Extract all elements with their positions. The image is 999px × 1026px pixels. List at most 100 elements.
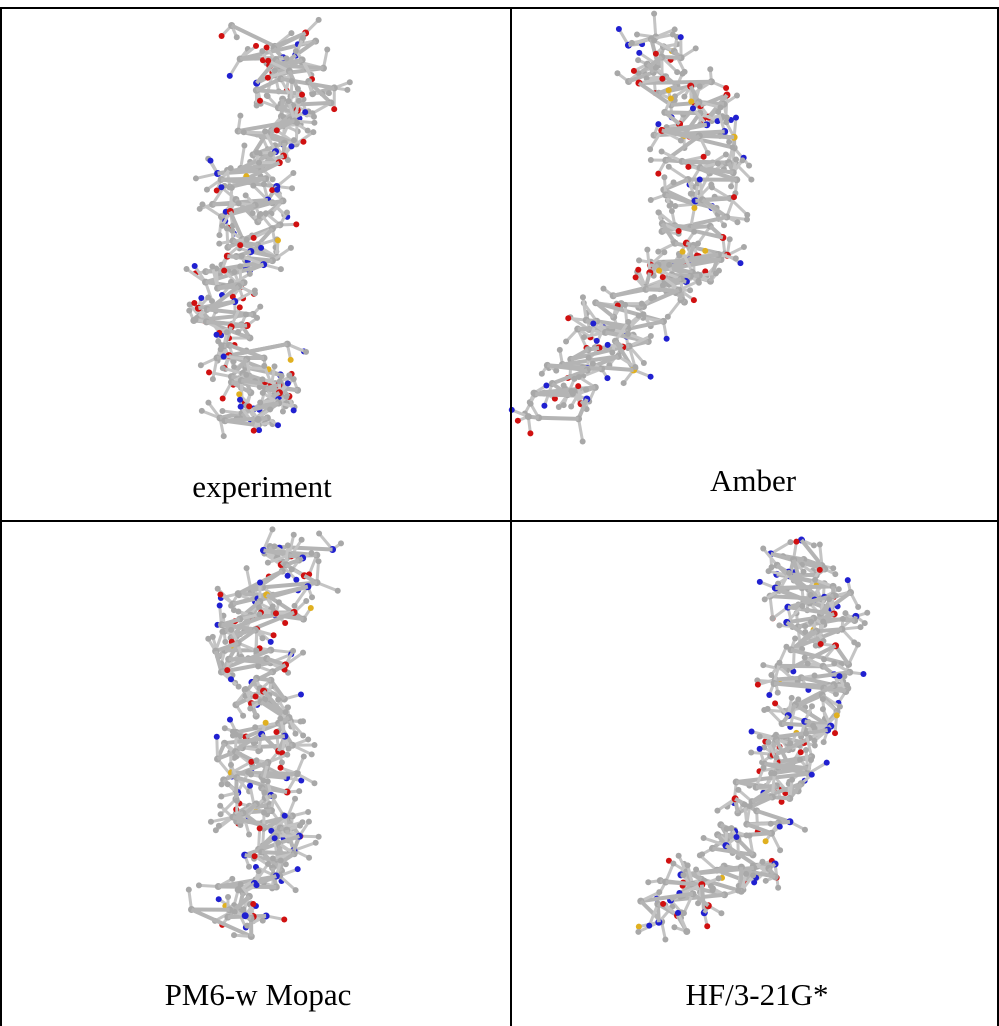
atom bbox=[570, 391, 576, 397]
atom bbox=[770, 615, 776, 621]
atom bbox=[243, 372, 249, 378]
atom bbox=[655, 209, 661, 215]
atom bbox=[263, 210, 269, 216]
atom bbox=[227, 717, 233, 723]
atom bbox=[675, 910, 681, 916]
atom bbox=[231, 269, 237, 275]
atom bbox=[678, 137, 684, 143]
atom bbox=[666, 262, 672, 268]
atom bbox=[669, 208, 675, 214]
atom bbox=[256, 160, 262, 166]
atom bbox=[218, 184, 224, 190]
atom bbox=[256, 868, 262, 874]
bond bbox=[229, 659, 267, 660]
atom bbox=[254, 315, 260, 321]
atom bbox=[335, 588, 341, 594]
atom bbox=[198, 295, 204, 301]
atom bbox=[299, 537, 305, 543]
atom bbox=[728, 183, 734, 189]
atom bbox=[707, 66, 713, 72]
atom bbox=[279, 373, 285, 379]
atom bbox=[224, 667, 230, 673]
atom bbox=[246, 864, 252, 870]
atom bbox=[252, 693, 258, 699]
atom bbox=[625, 331, 631, 337]
atom bbox=[277, 378, 283, 384]
atom bbox=[294, 771, 300, 777]
panel-label: experiment bbox=[192, 469, 332, 504]
atom bbox=[218, 811, 224, 817]
atom bbox=[776, 622, 782, 628]
atom bbox=[254, 149, 260, 155]
atom bbox=[723, 151, 729, 157]
atom bbox=[284, 210, 290, 216]
atom bbox=[744, 216, 750, 222]
atom bbox=[237, 304, 243, 310]
atom bbox=[734, 92, 740, 98]
atom bbox=[765, 706, 771, 712]
atom bbox=[676, 853, 682, 859]
atom bbox=[693, 867, 699, 873]
atom bbox=[219, 629, 225, 635]
atom bbox=[760, 662, 766, 668]
atom bbox=[237, 242, 243, 248]
atom bbox=[680, 872, 686, 878]
atom bbox=[783, 644, 789, 650]
atom bbox=[293, 48, 299, 54]
atom bbox=[297, 823, 303, 829]
atom bbox=[747, 833, 753, 839]
atom bbox=[739, 157, 745, 163]
atom bbox=[209, 264, 215, 270]
atom bbox=[306, 855, 312, 861]
atom bbox=[199, 408, 205, 414]
atom bbox=[777, 824, 783, 830]
atom bbox=[768, 821, 774, 827]
atom bbox=[726, 139, 732, 145]
atom bbox=[747, 803, 753, 809]
atom bbox=[666, 87, 672, 93]
atom bbox=[648, 374, 654, 380]
atom bbox=[298, 691, 304, 697]
atom bbox=[284, 752, 290, 758]
atom bbox=[214, 332, 220, 338]
atom bbox=[543, 382, 549, 388]
atom bbox=[288, 143, 294, 149]
atom bbox=[691, 229, 697, 235]
atom bbox=[310, 91, 316, 97]
atom bbox=[298, 718, 304, 724]
atom bbox=[270, 855, 276, 861]
atom bbox=[252, 853, 258, 859]
atom bbox=[237, 263, 243, 269]
atom bbox=[763, 878, 769, 884]
atom bbox=[802, 827, 808, 833]
atom bbox=[293, 221, 299, 227]
atom bbox=[313, 840, 319, 846]
atom bbox=[830, 565, 836, 571]
atom bbox=[636, 257, 642, 263]
atom bbox=[271, 632, 277, 638]
atom bbox=[241, 129, 247, 135]
atom bbox=[716, 875, 722, 881]
atom bbox=[316, 834, 322, 840]
atom bbox=[666, 164, 672, 170]
atom bbox=[344, 87, 350, 93]
atom bbox=[695, 278, 701, 284]
atom bbox=[834, 712, 840, 718]
atom bbox=[303, 349, 309, 355]
panel-label: Amber bbox=[710, 463, 797, 498]
atom bbox=[817, 542, 823, 548]
atom bbox=[635, 267, 641, 273]
atom bbox=[278, 765, 284, 771]
atom bbox=[251, 428, 257, 434]
atom bbox=[664, 336, 670, 342]
atom bbox=[648, 333, 654, 339]
atom bbox=[234, 798, 240, 804]
atom bbox=[605, 342, 611, 348]
atom bbox=[757, 579, 763, 585]
atom bbox=[199, 201, 205, 207]
atom bbox=[586, 355, 592, 361]
atom bbox=[773, 754, 779, 760]
atom bbox=[803, 747, 809, 753]
atom bbox=[300, 139, 306, 145]
atom bbox=[672, 26, 678, 32]
